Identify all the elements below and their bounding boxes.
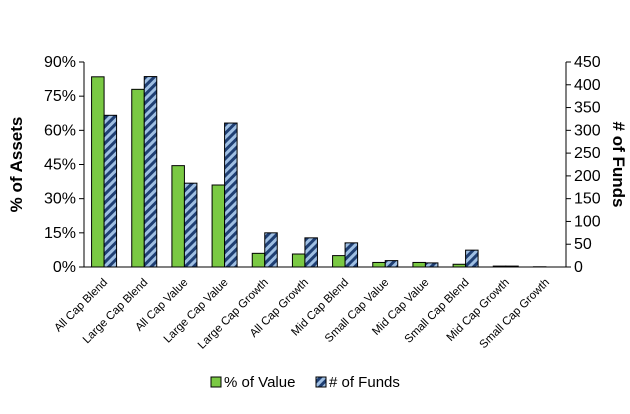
bar-value-4 (251, 252, 266, 268)
bar-funds-7 (384, 260, 399, 268)
right-tick-label-3: 150 (574, 191, 601, 208)
left-tick-label-0: 0% (53, 259, 76, 276)
bar-funds-5 (304, 237, 318, 268)
bar-value-0 (91, 76, 105, 268)
bar-value-8 (412, 261, 426, 268)
bar-value-7 (372, 261, 386, 268)
left-axis-title: % of Assets (7, 117, 26, 213)
legend-swatch-funds (315, 376, 327, 388)
category-label-11: Small Cap Growth (478, 277, 552, 351)
legend-label-value: % of Value (224, 374, 295, 391)
right-tick-label-6: 300 (574, 122, 601, 139)
legend-swatch-value (210, 376, 222, 388)
legend-label-funds: # of Funds (329, 374, 400, 391)
bar-value-3 (211, 184, 226, 268)
right-tick-label-8: 400 (574, 77, 601, 94)
legend: % of Value # of Funds (210, 374, 400, 391)
left-tick-label-3: 45% (44, 157, 76, 174)
bar-funds-6 (344, 242, 359, 268)
right-tick-label-1: 50 (574, 236, 592, 253)
bar-funds-0 (103, 114, 118, 268)
bar-value-5 (291, 253, 306, 268)
bar-value-6 (332, 255, 346, 268)
left-tick-label-6: 90% (44, 54, 76, 71)
bar-value-1 (131, 88, 145, 268)
left-tick-label-4: 60% (44, 122, 76, 139)
right-tick-label-7: 350 (574, 100, 601, 117)
right-tick-label-9: 450 (574, 54, 601, 71)
bar-value-2 (171, 165, 185, 268)
bar-funds-8 (424, 262, 439, 268)
left-tick-label-1: 15% (44, 225, 76, 242)
right-tick-label-0: 0 (574, 259, 583, 276)
bar-funds-4 (264, 232, 278, 268)
bar-funds-9 (465, 249, 479, 268)
bar-funds-3 (224, 122, 238, 268)
category-label-4: Large Cap Growth (196, 277, 271, 352)
right-tick-label-4: 200 (574, 168, 601, 185)
bar-funds-1 (143, 76, 158, 268)
left-tick-label-2: 30% (44, 191, 76, 208)
right-tick-label-2: 100 (574, 213, 601, 230)
right-axis-title: # of Funds (609, 122, 628, 208)
bar-funds-2 (183, 182, 198, 268)
left-tick-label-5: 75% (44, 88, 76, 105)
right-tick-label-5: 250 (574, 145, 601, 162)
